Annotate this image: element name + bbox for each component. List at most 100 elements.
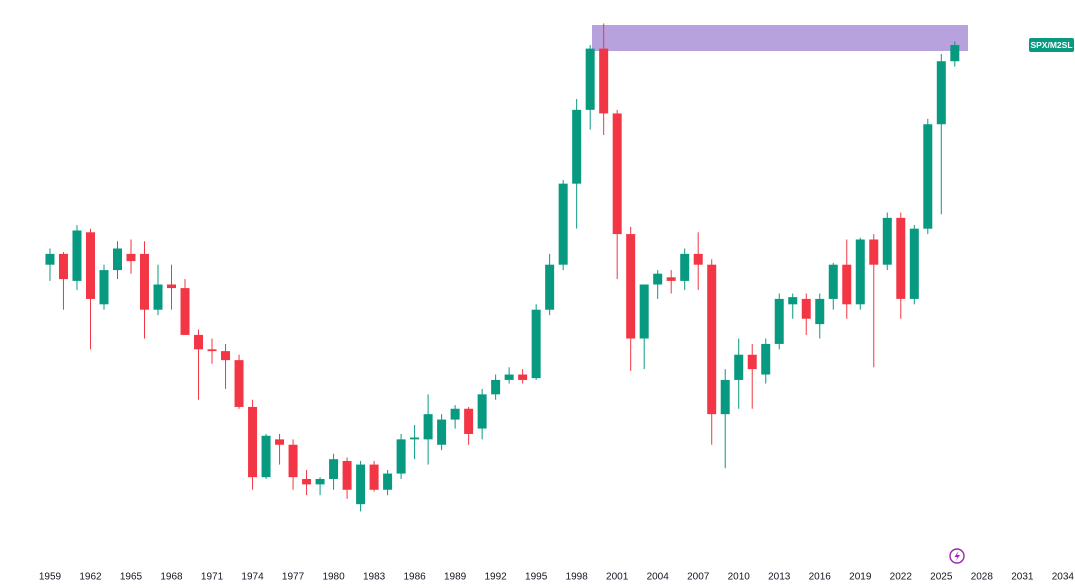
candle-body [936, 61, 946, 125]
candle-body [734, 354, 744, 380]
candle [275, 433, 285, 465]
x-tick-label: 1968 [160, 572, 183, 583]
candle-body [396, 439, 406, 474]
candle-body [383, 473, 393, 490]
candle-body [585, 48, 595, 110]
candle-body [653, 273, 663, 285]
candle-body [869, 239, 879, 265]
candle-body [774, 298, 784, 344]
candle-body [707, 264, 717, 415]
candle-body [85, 232, 95, 299]
candle [153, 264, 163, 316]
candle [653, 270, 663, 299]
x-tick-label: 2034 [1052, 572, 1075, 583]
candle-body [315, 478, 325, 485]
candle [761, 338, 771, 384]
candle-body [423, 414, 433, 440]
candle [112, 241, 122, 280]
highlight-zone [592, 25, 968, 51]
candle-body [504, 374, 514, 380]
x-tick-label: 1971 [201, 572, 224, 583]
candle [666, 270, 676, 294]
candle [167, 264, 177, 310]
candle [774, 293, 784, 350]
candle-body [599, 48, 609, 114]
candle [45, 248, 55, 281]
candle-body [639, 284, 649, 339]
candle-body [761, 343, 771, 375]
candle-body [464, 408, 474, 434]
x-tick-label: 1980 [322, 572, 345, 583]
candle [585, 45, 595, 130]
candle-body [680, 253, 690, 281]
candle-body [302, 478, 312, 485]
candle-body [58, 253, 68, 280]
candle [936, 54, 946, 215]
candle [612, 109, 622, 280]
candle [882, 212, 892, 271]
x-tick-label: 1959 [39, 572, 62, 583]
candle [896, 212, 906, 319]
x-tick-label: 1986 [403, 572, 426, 583]
candle-body [207, 349, 217, 352]
candle-body [882, 217, 892, 265]
candle-body [788, 297, 798, 305]
candle [572, 99, 582, 229]
candle [680, 248, 690, 290]
candle-body [815, 298, 825, 325]
x-tick-label: 2001 [606, 572, 629, 583]
candle-body [693, 253, 703, 265]
candle [828, 262, 838, 310]
candle-body [234, 360, 244, 407]
candle-body [153, 284, 163, 310]
x-tick-label: 2004 [647, 572, 670, 583]
candle [504, 367, 514, 384]
x-tick-label: 2028 [971, 572, 994, 583]
candle-body [99, 270, 109, 305]
candle-body [828, 264, 838, 299]
candle [909, 225, 919, 305]
candle [450, 405, 460, 429]
candle-body [855, 239, 865, 305]
candle-body [167, 284, 177, 289]
candle [99, 264, 109, 310]
x-tick-label: 1989 [444, 572, 467, 583]
candle-body [140, 253, 150, 310]
x-tick-label: 1998 [566, 572, 589, 583]
alert-icon[interactable] [949, 548, 965, 564]
candle [58, 252, 68, 310]
candle-body [126, 253, 136, 262]
candle [437, 414, 447, 451]
x-tick-label: 1962 [79, 572, 102, 583]
alert-bolt [954, 551, 960, 561]
candle-body [950, 45, 960, 62]
candle-body [248, 406, 258, 478]
candle [356, 460, 366, 512]
x-tick-label: 2025 [930, 572, 953, 583]
x-tick-label: 2010 [728, 572, 751, 583]
candle [140, 241, 150, 339]
candle-body [518, 374, 528, 380]
price-label: SPX/M2SL [1030, 40, 1072, 50]
candle [180, 279, 190, 335]
candle [477, 388, 487, 440]
candle-body [747, 354, 757, 370]
candle-body [626, 234, 636, 339]
candle-body [801, 298, 811, 319]
candle-body [612, 113, 622, 235]
candle [234, 354, 244, 409]
candle [85, 228, 95, 350]
candle-body [369, 464, 379, 490]
candle [950, 41, 960, 67]
candle [545, 253, 555, 316]
x-tick-label: 2016 [809, 572, 832, 583]
candle-body [491, 379, 501, 395]
x-tick-label: 2019 [849, 572, 872, 583]
candle [815, 293, 825, 339]
candle-body [572, 109, 582, 184]
candle [626, 226, 636, 371]
candle [207, 338, 217, 364]
candle [531, 304, 541, 380]
candle [383, 469, 393, 496]
